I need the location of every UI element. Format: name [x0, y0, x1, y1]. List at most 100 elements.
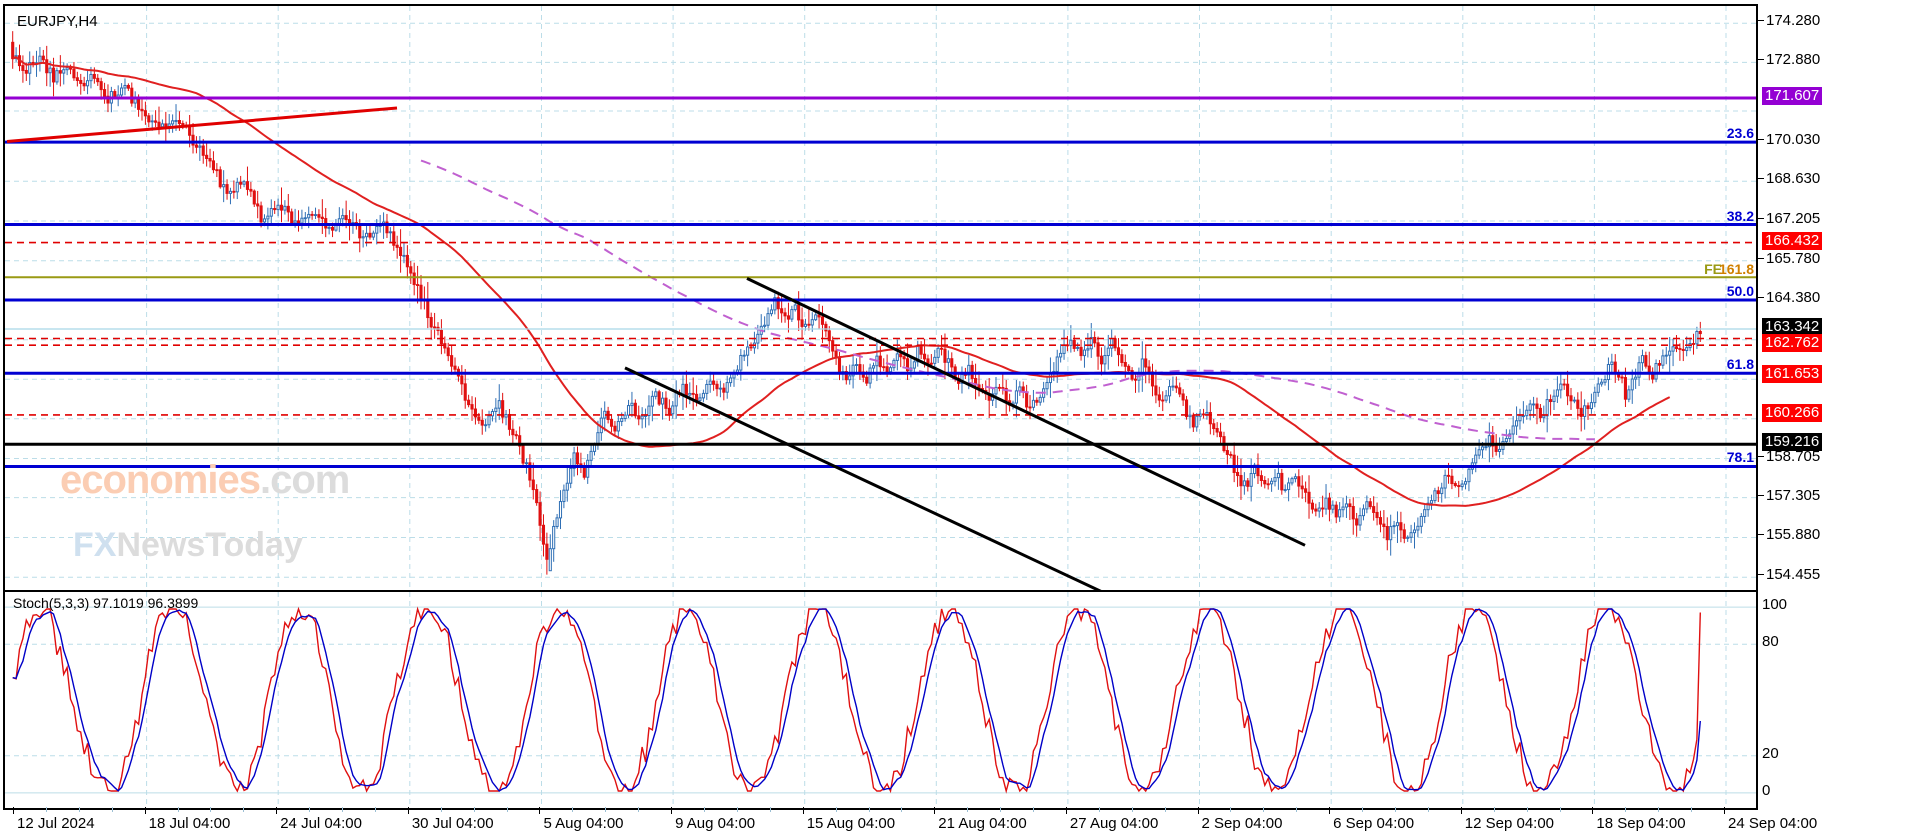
fe-level-tag: FE — [1704, 261, 1722, 278]
price-tick-label: 172.880 — [1757, 51, 1821, 69]
time-tick-mark — [671, 807, 673, 814]
time-minor-tick — [1427, 807, 1429, 812]
time-tick-mark — [1724, 807, 1725, 814]
time-tick-mark — [407, 807, 409, 814]
time-minor-tick — [78, 807, 80, 812]
fib-level-tag: 23.6 — [1726, 125, 1754, 142]
time-tick-label: 18 Sep 04:00 — [1596, 815, 1686, 832]
price-axis[interactable]: 174.280 172.880 171.607 170.030 168.630 167.2… — [1756, 4, 1916, 588]
time-minor-tick — [177, 807, 179, 812]
time-minor-tick — [769, 807, 771, 812]
time-minor-tick — [440, 807, 442, 812]
price-marker-label: 163.342 — [1762, 317, 1823, 336]
stoch-tick-label: 100 — [1762, 596, 1788, 614]
watermark-fxnewstoday: FXNewsToday — [73, 526, 303, 565]
price-tick-label: 164.380 — [1757, 288, 1821, 306]
watermark-fx-text: FX — [73, 526, 117, 564]
price-marker-label: 162.762 — [1762, 334, 1823, 353]
time-minor-tick — [342, 807, 343, 812]
time-tick-label: 5 Aug 04:00 — [543, 815, 624, 832]
price-tick-label: 165.780 — [1757, 249, 1821, 267]
time-minor-tick — [1625, 807, 1627, 812]
stochastic-label: Stoch(5,3,3) 97.1019 96.3899 — [13, 595, 199, 611]
time-minor-tick — [111, 807, 113, 812]
time-minor-tick — [1493, 807, 1495, 812]
time-tick-label: 24 Jul 04:00 — [280, 815, 362, 832]
time-minor-tick — [1362, 807, 1364, 812]
time-minor-tick — [1263, 807, 1265, 812]
price-marker-label: 159.216 — [1762, 433, 1823, 452]
time-minor-tick — [1164, 807, 1166, 812]
stoch-tick-label: 80 — [1762, 633, 1779, 651]
stochastic-axis: 100 80 20 0 — [1756, 590, 1916, 806]
time-tick-label: 9 Aug 04:00 — [675, 815, 756, 832]
time-tick-label: 15 Aug 04:00 — [806, 815, 896, 832]
time-tick-label: 18 Jul 04:00 — [148, 815, 231, 832]
time-tick-label: 6 Sep 04:00 — [1333, 815, 1415, 832]
price-marker-label: 160.266 — [1762, 403, 1823, 422]
fib-level-tag: 50.0 — [1726, 282, 1754, 299]
time-tick-mark — [934, 807, 936, 814]
price-tick-label: 174.280 — [1757, 12, 1821, 30]
time-minor-tick — [506, 807, 508, 812]
watermark-economies: economies.com — [60, 458, 350, 503]
price-marker-label: 171.607 — [1762, 87, 1823, 105]
time-tick-mark — [276, 807, 278, 814]
time-tick-mark — [1592, 807, 1594, 814]
watermark-economies-domain: .com — [259, 458, 350, 502]
fib-level-tag: 78.1 — [1726, 449, 1754, 466]
price-panel[interactable]: EURJPY,H4 economies.com FXNewsToday 23.6… — [3, 4, 1758, 590]
time-tick-mark — [539, 807, 541, 814]
time-minor-tick — [309, 807, 311, 812]
price-tick-label: 170.030 — [1757, 131, 1821, 149]
fib-level-tag: 38.2 — [1726, 207, 1754, 224]
time-minor-tick — [1658, 807, 1660, 812]
price-tick-label: 155.880 — [1757, 526, 1821, 544]
time-tick-label: 12 Jul 2024 — [17, 815, 95, 832]
stoch-tick-label: 0 — [1762, 781, 1771, 799]
watermark-economies-text: economies — [60, 458, 261, 502]
time-tick-label: 12 Sep 04:00 — [1464, 815, 1555, 832]
time-minor-tick — [605, 807, 607, 812]
time-minor-tick — [868, 807, 870, 812]
time-minor-tick — [704, 807, 705, 812]
symbol-label: EURJPY,H4 — [17, 13, 98, 30]
time-minor-tick — [374, 807, 376, 812]
stoch-tick-label: 20 — [1762, 744, 1779, 762]
time-minor-tick — [473, 807, 475, 812]
time-tick-mark — [1329, 807, 1331, 814]
time-minor-tick — [901, 807, 903, 812]
price-marker-label: 166.432 — [1762, 231, 1823, 250]
stochastic-panel[interactable]: Stoch(5,3,3) 97.1019 96.3899 — [3, 590, 1758, 810]
time-minor-tick — [1395, 807, 1396, 812]
time-minor-tick — [1230, 807, 1232, 812]
time-minor-tick — [1526, 807, 1528, 812]
time-minor-tick — [1033, 807, 1034, 812]
time-minor-tick — [572, 807, 574, 812]
price-tick-label: 167.205 — [1757, 210, 1821, 228]
time-tick-mark — [144, 807, 146, 814]
fib-level-tag: 61.8 — [1726, 356, 1754, 373]
time-tick-mark — [13, 807, 14, 814]
time-tick-label: 24 Sep 04:00 — [1728, 815, 1818, 832]
time-tick-label: 21 Aug 04:00 — [938, 815, 1027, 832]
time-minor-tick — [1000, 807, 1002, 812]
time-minor-tick — [638, 807, 640, 812]
time-minor-tick — [1098, 807, 1100, 812]
price-marker-label: 161.653 — [1762, 365, 1823, 384]
time-tick-mark — [1460, 807, 1462, 814]
time-tick-label: 2 Sep 04:00 — [1201, 815, 1283, 832]
time-minor-tick — [243, 807, 245, 812]
time-minor-tick — [45, 807, 47, 812]
time-minor-tick — [1296, 807, 1298, 812]
time-axis[interactable]: 12 Jul 2024 18 Jul 04:00 24 Jul 04:00 30 Ju… — [3, 807, 1916, 840]
price-tick-label: 158.705 — [1757, 447, 1821, 465]
time-tick-label: 27 Aug 04:00 — [1069, 815, 1159, 832]
watermark-newstoday-text: NewsToday — [116, 526, 303, 564]
time-minor-tick — [1691, 807, 1693, 812]
time-minor-tick — [1131, 807, 1133, 812]
time-minor-tick — [835, 807, 837, 812]
time-tick-mark — [1065, 807, 1067, 814]
time-minor-tick — [967, 807, 969, 812]
